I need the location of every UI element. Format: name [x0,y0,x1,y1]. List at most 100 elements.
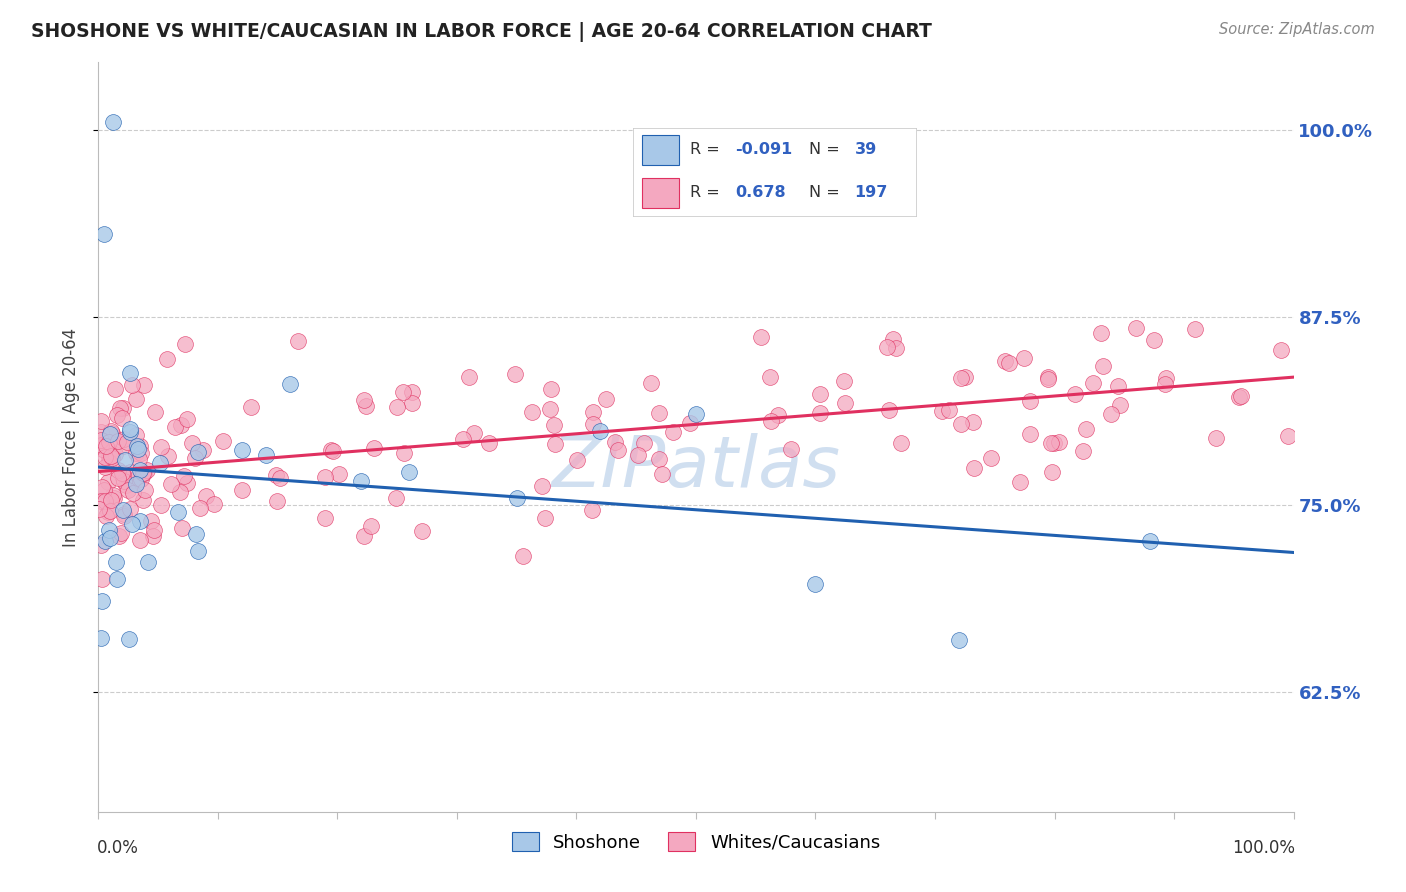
Point [143,523,166,537]
Point [411,524,433,538]
Point [112,439,135,453]
Point [157,450,180,464]
Point [998,356,1021,370]
Point [125,392,148,406]
FancyBboxPatch shape [633,128,917,217]
Point [184,526,207,541]
Point [877,403,900,417]
Point [540,382,562,396]
Point [589,424,612,438]
Point [194,489,217,503]
Point [834,396,856,410]
Point [328,467,350,481]
Point [530,479,553,493]
Point [955,369,977,384]
Point [112,509,135,524]
Point [101,115,124,129]
Point [91,573,114,587]
Point [980,451,1002,466]
Point [882,332,904,346]
Point [96,509,118,524]
Y-axis label: In Labor Force | Age 20-64: In Labor Force | Age 20-64 [62,327,80,547]
Point [101,488,124,502]
Point [188,500,211,515]
Point [111,410,134,425]
Point [385,491,408,505]
Point [633,436,655,450]
Point [1229,390,1251,404]
Point [385,400,408,414]
Point [679,416,702,430]
Point [458,369,481,384]
Point [129,472,152,486]
Point [98,504,121,518]
Point [170,520,193,534]
Point [1019,426,1042,441]
Point [505,367,527,381]
Point [176,475,198,490]
Point [758,370,780,384]
Point [401,384,423,399]
Point [1014,351,1036,366]
Point [463,425,485,440]
Point [1139,533,1161,548]
Text: 39: 39 [855,143,876,158]
Point [239,400,262,414]
Point [136,555,159,569]
Point [115,435,138,450]
Point [150,498,173,512]
Point [132,467,155,481]
Point [90,493,112,508]
Point [91,480,114,494]
Point [962,415,984,429]
Text: N =: N = [808,186,839,201]
Point [108,529,131,543]
Point [90,442,112,457]
Text: ZIPatlas: ZIPatlas [551,433,841,501]
Text: -0.091: -0.091 [735,143,793,158]
Point [90,438,112,452]
Point [187,543,209,558]
Point [202,497,225,511]
Point [1125,321,1147,335]
Point [97,450,120,464]
Point [101,451,124,466]
Point [314,511,336,525]
Point [112,507,135,521]
Point [149,456,172,470]
Point [121,516,143,531]
Point [1154,371,1177,385]
Point [117,483,139,497]
Point [1074,422,1097,436]
Legend: Shoshone, Whites/Caucasians: Shoshone, Whites/Caucasians [505,825,887,859]
Point [314,469,336,483]
Text: SHOSHONE VS WHITE/CAUCASIAN IN LABOR FORCE | AGE 20-64 CORRELATION CHART: SHOSHONE VS WHITE/CAUCASIAN IN LABOR FOR… [31,22,932,42]
Text: 0.678: 0.678 [735,186,786,201]
Point [90,631,112,645]
Point [120,422,142,436]
Point [648,451,671,466]
Point [94,450,117,464]
Point [93,494,115,508]
Point [114,453,136,467]
Point [128,514,150,528]
Point [627,448,650,462]
Point [780,442,803,457]
Point [543,417,565,432]
Point [605,435,627,450]
Point [398,465,420,479]
Point [766,408,789,422]
Bar [643,178,679,208]
Point [1184,322,1206,336]
Point [538,402,561,417]
Point [401,396,423,410]
Point [353,529,375,543]
Point [350,474,373,488]
Text: R =: R = [690,186,720,201]
Point [107,408,129,422]
Point [254,448,277,462]
Point [522,405,544,419]
Point [170,418,193,433]
Point [149,440,172,454]
Point [112,432,135,446]
